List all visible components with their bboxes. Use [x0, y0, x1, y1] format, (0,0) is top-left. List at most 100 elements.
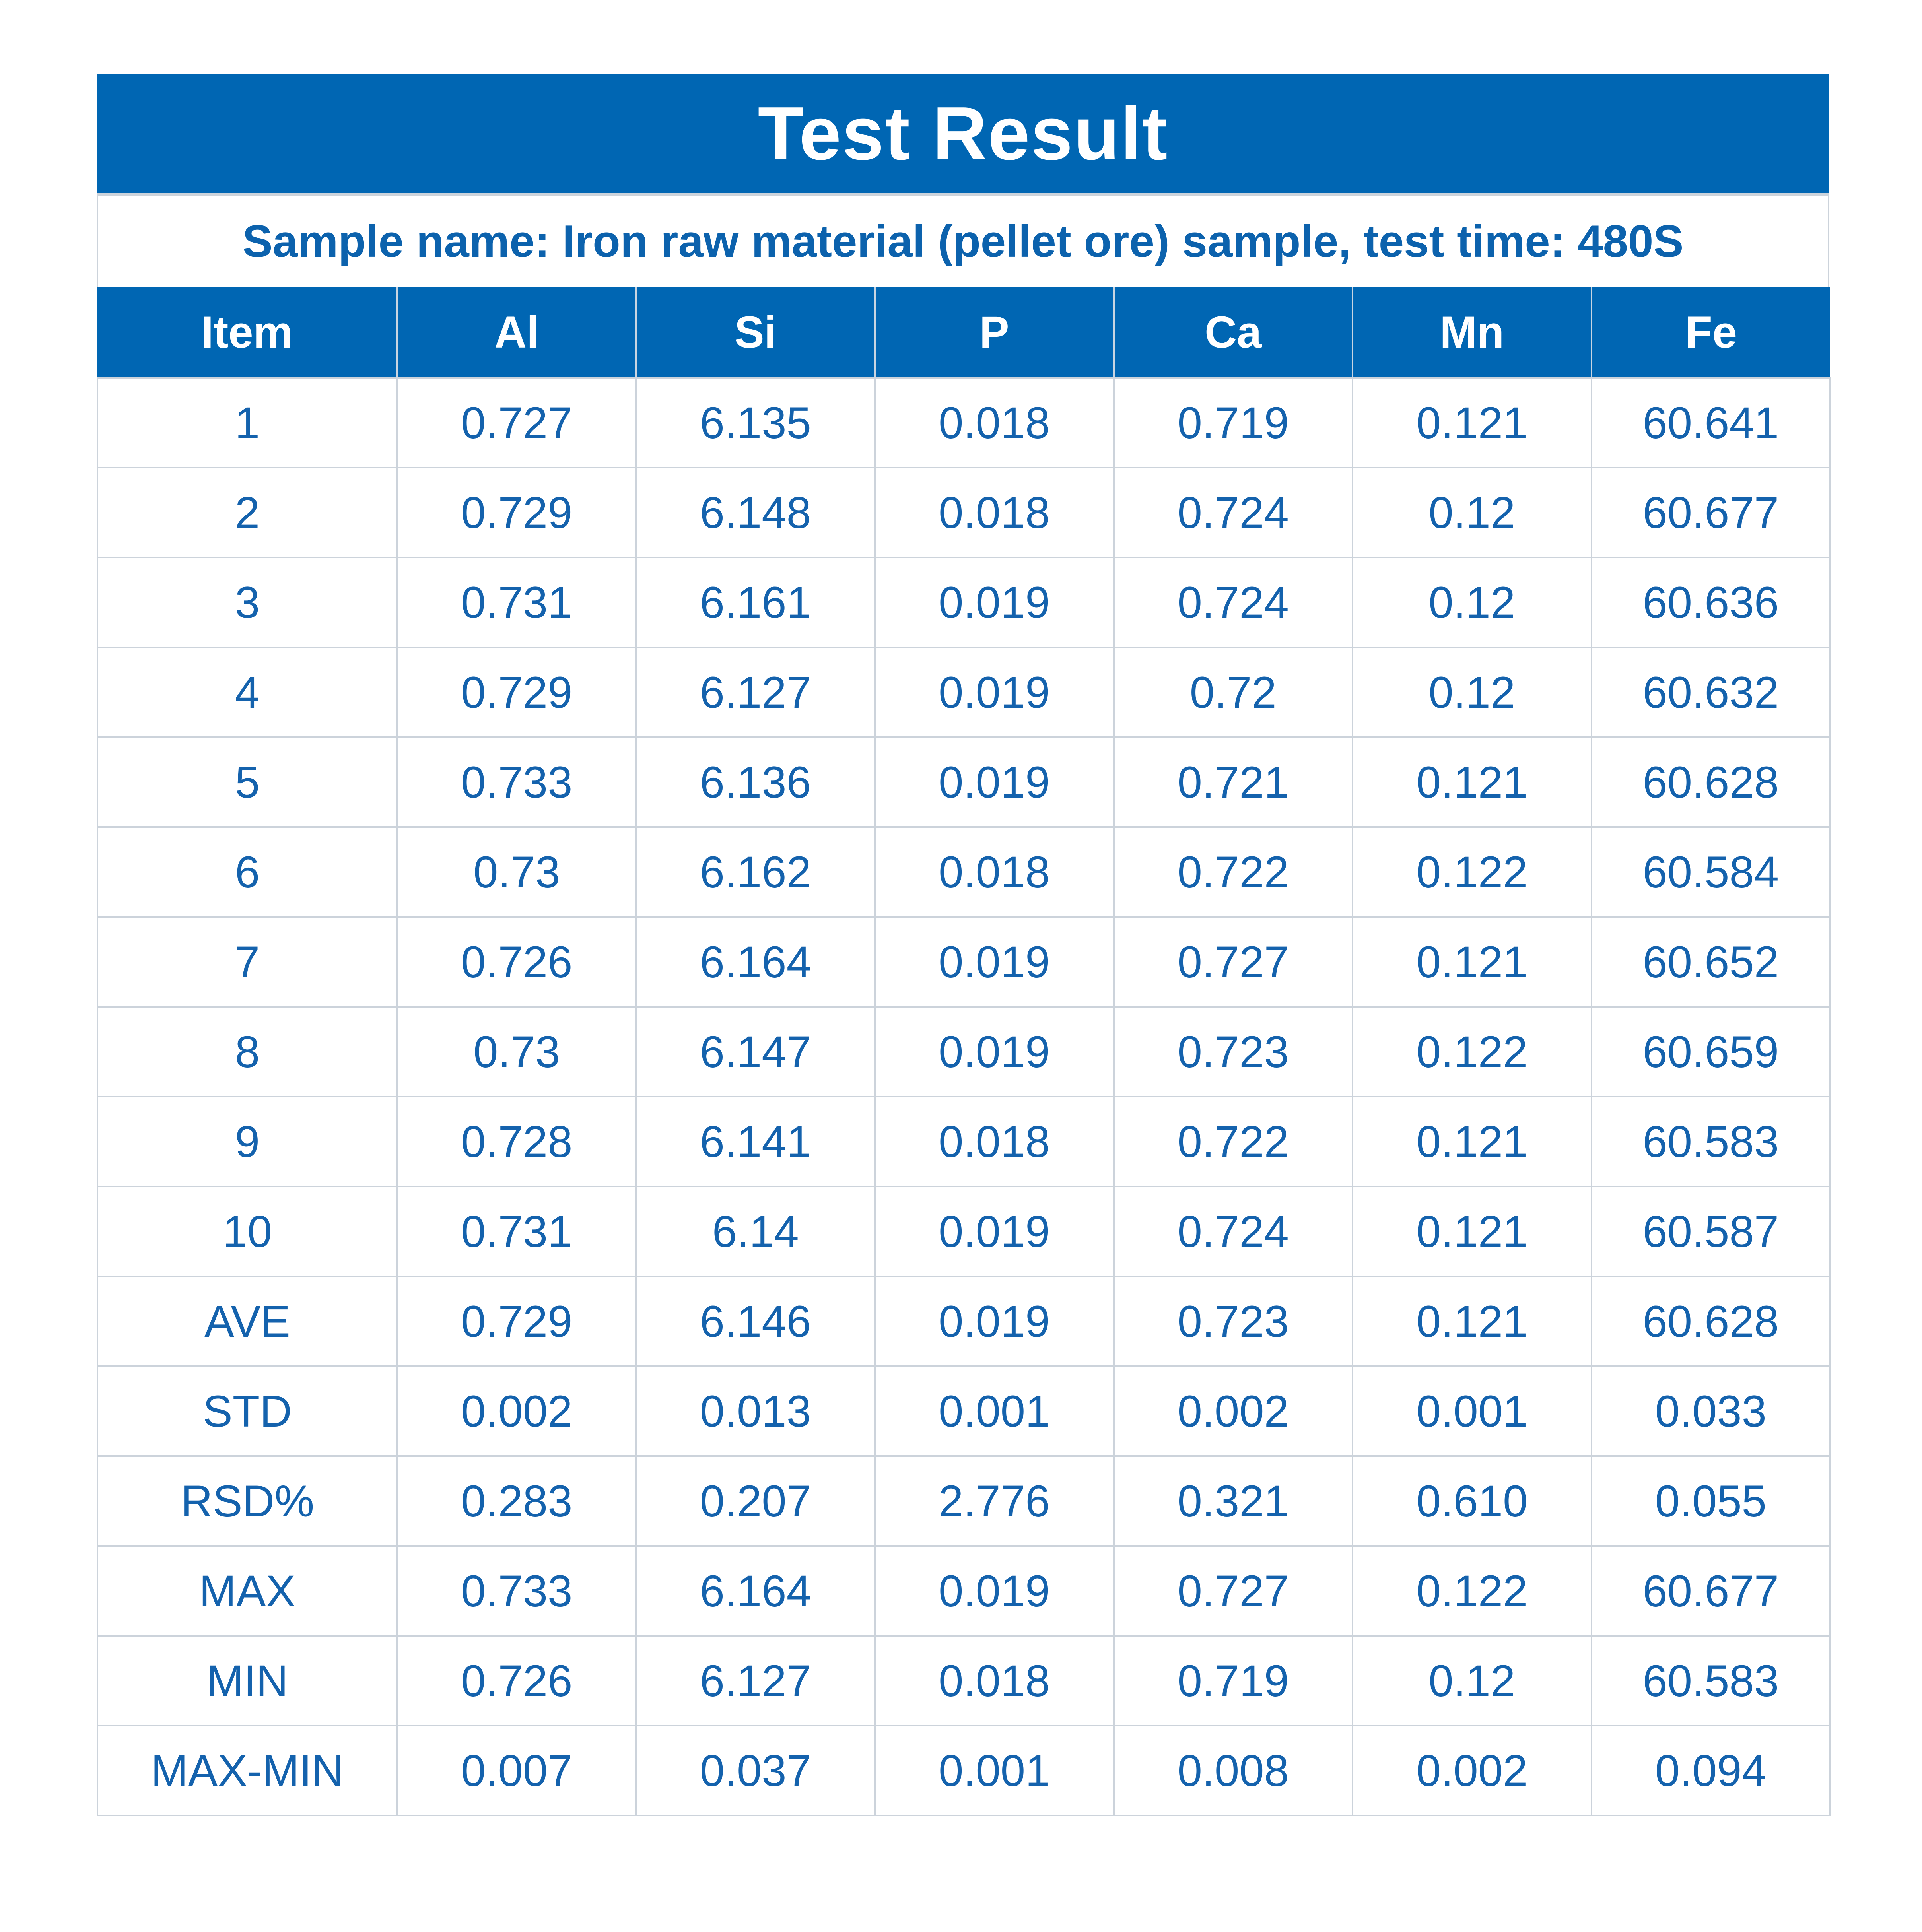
results-table: Item Al Si P Ca Mn Fe 1 0.727 6.135 0.018 0.… [97, 287, 1831, 1816]
header-row: Item Al Si P Ca Mn Fe [97, 287, 1830, 378]
cell-mn: 0.610 [1352, 1455, 1592, 1547]
cell-ca: 0.722 [1113, 826, 1353, 918]
cell-si: 6.127 [635, 647, 876, 738]
cell-fe: 60.583 [1590, 1635, 1831, 1726]
cell-mn: 0.121 [1352, 1186, 1592, 1277]
cell-ca: 0.008 [1113, 1725, 1353, 1816]
cell-si: 6.164 [635, 1545, 876, 1637]
cell-al: 0.007 [396, 1725, 637, 1816]
cell-mn: 0.121 [1352, 1096, 1592, 1187]
column-header-item: Item [97, 287, 398, 378]
cell-mn: 0.121 [1352, 377, 1592, 468]
table-row: RSD% 0.283 0.207 2.776 0.321 0.610 0.055 [97, 1455, 1831, 1547]
cell-fe: 0.094 [1590, 1725, 1831, 1816]
cell-p: 0.001 [874, 1365, 1115, 1457]
cell-p: 0.019 [874, 1276, 1115, 1367]
cell-fe: 0.055 [1590, 1455, 1831, 1547]
cell-si: 6.162 [635, 826, 876, 918]
cell-ca: 0.719 [1113, 377, 1353, 468]
cell-fe: 60.628 [1590, 736, 1831, 828]
cell-al: 0.731 [396, 1186, 637, 1277]
cell-al: 0.729 [396, 467, 637, 558]
cell-item: AVE [97, 1276, 398, 1367]
cell-ca: 0.727 [1113, 916, 1353, 1008]
cell-item: MAX [97, 1545, 398, 1637]
cell-ca: 0.724 [1113, 1186, 1353, 1277]
cell-item: RSD% [97, 1455, 398, 1547]
cell-al: 0.727 [396, 377, 637, 468]
cell-si: 6.148 [635, 467, 876, 558]
cell-p: 0.001 [874, 1725, 1115, 1816]
cell-item: 1 [97, 377, 398, 468]
cell-fe: 60.583 [1590, 1096, 1831, 1187]
cell-al: 0.729 [396, 1276, 637, 1367]
cell-fe: 60.584 [1590, 826, 1831, 918]
column-header-ca: Ca [1113, 287, 1353, 378]
report-title: Test Result [97, 74, 1829, 193]
cell-p: 0.018 [874, 377, 1115, 468]
cell-item: MAX-MIN [97, 1725, 398, 1816]
cell-fe: 60.632 [1590, 647, 1831, 738]
cell-p: 0.019 [874, 557, 1115, 648]
cell-ca: 0.722 [1113, 1096, 1353, 1187]
cell-si: 6.14 [635, 1186, 876, 1277]
cell-mn: 0.122 [1352, 826, 1592, 918]
cell-mn: 0.12 [1352, 557, 1592, 648]
column-header-fe: Fe [1590, 287, 1830, 378]
cell-item: 5 [97, 736, 398, 828]
cell-fe: 60.636 [1590, 557, 1831, 648]
column-header-p: P [874, 287, 1115, 378]
sample-description: Sample name: Iron raw material (pellet o… [97, 193, 1829, 287]
cell-ca: 0.723 [1113, 1276, 1353, 1367]
cell-ca: 0.724 [1113, 467, 1353, 558]
cell-al: 0.728 [396, 1096, 637, 1187]
cell-si: 6.146 [635, 1276, 876, 1367]
cell-ca: 0.727 [1113, 1545, 1353, 1637]
cell-fe: 60.628 [1590, 1276, 1831, 1367]
cell-al: 0.726 [396, 1635, 637, 1726]
column-header-mn: Mn [1352, 287, 1592, 378]
table-row: 9 0.728 6.141 0.018 0.722 0.121 60.583 [97, 1096, 1831, 1187]
table-row: 10 0.731 6.14 0.019 0.724 0.121 60.587 [97, 1186, 1831, 1277]
cell-al: 0.733 [396, 1545, 637, 1637]
cell-si: 6.135 [635, 377, 876, 468]
column-header-si: Si [635, 287, 876, 378]
cell-mn: 0.122 [1352, 1006, 1592, 1097]
cell-mn: 0.002 [1352, 1725, 1592, 1816]
cell-al: 0.002 [396, 1365, 637, 1457]
table-row: 8 0.73 6.147 0.019 0.723 0.122 60.659 [97, 1006, 1831, 1097]
cell-ca: 0.002 [1113, 1365, 1353, 1457]
cell-p: 0.019 [874, 1006, 1115, 1097]
table-row: AVE 0.729 6.146 0.019 0.723 0.121 60.628 [97, 1276, 1831, 1367]
cell-si: 0.013 [635, 1365, 876, 1457]
cell-ca: 0.723 [1113, 1006, 1353, 1097]
cell-p: 0.019 [874, 1186, 1115, 1277]
cell-si: 6.136 [635, 736, 876, 828]
cell-mn: 0.121 [1352, 736, 1592, 828]
cell-si: 6.127 [635, 1635, 876, 1726]
table-row: 7 0.726 6.164 0.019 0.727 0.121 60.652 [97, 916, 1831, 1008]
table-row: STD 0.002 0.013 0.001 0.002 0.001 0.033 [97, 1365, 1831, 1457]
cell-item: 8 [97, 1006, 398, 1097]
cell-al: 0.283 [396, 1455, 637, 1547]
cell-p: 0.018 [874, 1635, 1115, 1726]
cell-p: 0.019 [874, 1545, 1115, 1637]
cell-al: 0.731 [396, 557, 637, 648]
cell-fe: 60.677 [1590, 1545, 1831, 1637]
table-row: 6 0.73 6.162 0.018 0.722 0.122 60.584 [97, 826, 1831, 918]
cell-al: 0.729 [396, 647, 637, 738]
cell-item: 7 [97, 916, 398, 1008]
cell-mn: 0.121 [1352, 916, 1592, 1008]
cell-fe: 0.033 [1590, 1365, 1831, 1457]
cell-mn: 0.121 [1352, 1276, 1592, 1367]
cell-ca: 0.719 [1113, 1635, 1353, 1726]
results-body: 1 0.727 6.135 0.018 0.719 0.121 60.641 2 0.729 6.… [97, 377, 1831, 1816]
cell-mn: 0.122 [1352, 1545, 1592, 1637]
cell-al: 0.733 [396, 736, 637, 828]
table-row: 4 0.729 6.127 0.019 0.72 0.12 60.632 [97, 647, 1831, 738]
cell-p: 2.776 [874, 1455, 1115, 1547]
cell-ca: 0.721 [1113, 736, 1353, 828]
cell-p: 0.018 [874, 1096, 1115, 1187]
cell-mn: 0.12 [1352, 1635, 1592, 1726]
cell-si: 0.037 [635, 1725, 876, 1816]
